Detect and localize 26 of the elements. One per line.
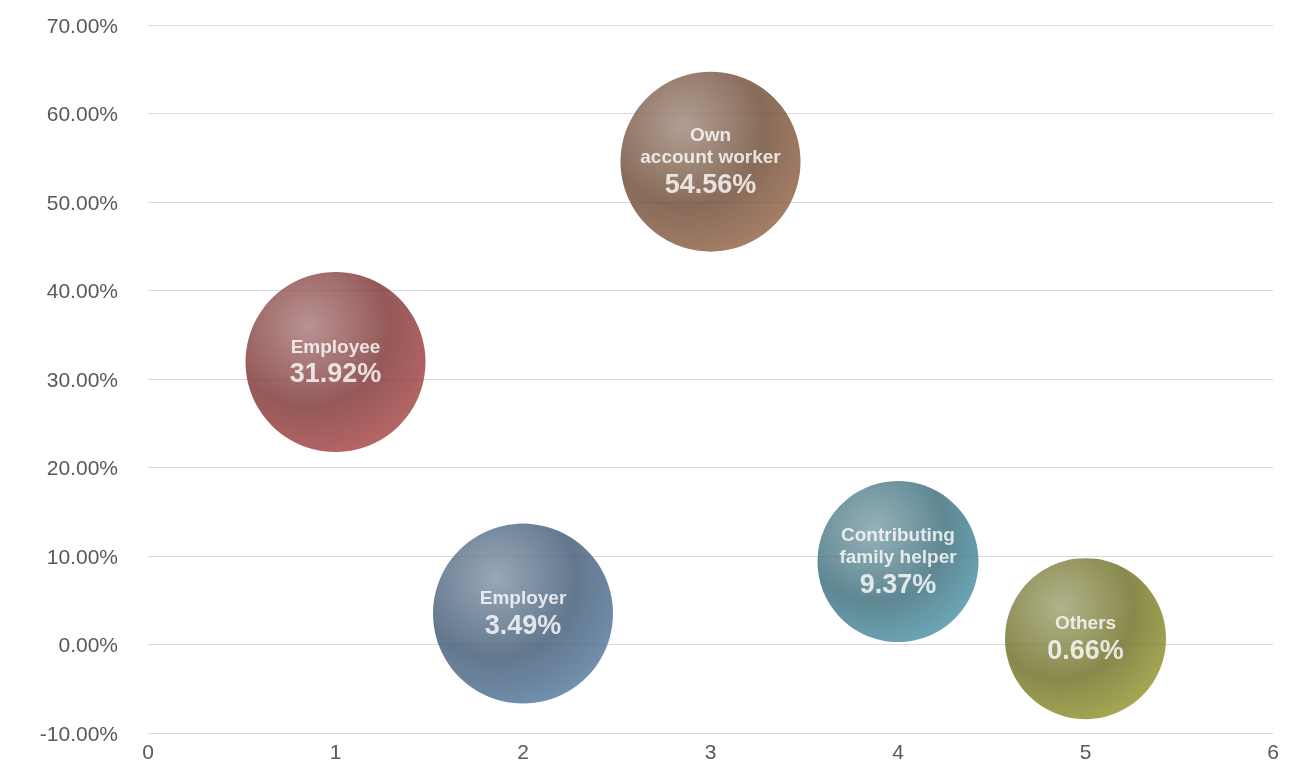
series-label: Employee xyxy=(290,335,381,357)
x-tick-label: 3 xyxy=(704,740,717,763)
y-tick-label: 60.00% xyxy=(46,102,118,125)
x-tick-label: 6 xyxy=(1267,740,1279,763)
data-label: 31.92% xyxy=(289,358,382,389)
y-tick-label: 0.00% xyxy=(58,633,118,656)
x-tick-label: 5 xyxy=(1079,740,1092,763)
y-tick-label: -10.00% xyxy=(39,721,118,745)
data-label: 3.49% xyxy=(484,609,562,640)
y-tick-label: 70.00% xyxy=(46,13,118,37)
x-tick-label: 0 xyxy=(142,740,154,763)
y-tick-label: 40.00% xyxy=(46,279,118,302)
series-label: Own account worker xyxy=(640,124,782,168)
data-label: 54.56% xyxy=(664,168,757,199)
y-tick-label: 50.00% xyxy=(46,190,118,214)
y-tick-label: 20.00% xyxy=(46,456,118,479)
series-label: Contributing family helper xyxy=(839,524,958,568)
series-label: Employer xyxy=(479,587,567,609)
data-label: 0.66% xyxy=(1047,634,1124,665)
x-tick-label: 2 xyxy=(517,740,529,763)
y-tick-label: 10.00% xyxy=(46,544,118,568)
data-label: 9.37% xyxy=(859,568,937,599)
y-tick-label: 30.00% xyxy=(46,367,118,391)
series-label: Others xyxy=(1054,612,1117,634)
x-tick-label: 1 xyxy=(329,740,342,763)
x-tick-label: 4 xyxy=(892,740,905,763)
